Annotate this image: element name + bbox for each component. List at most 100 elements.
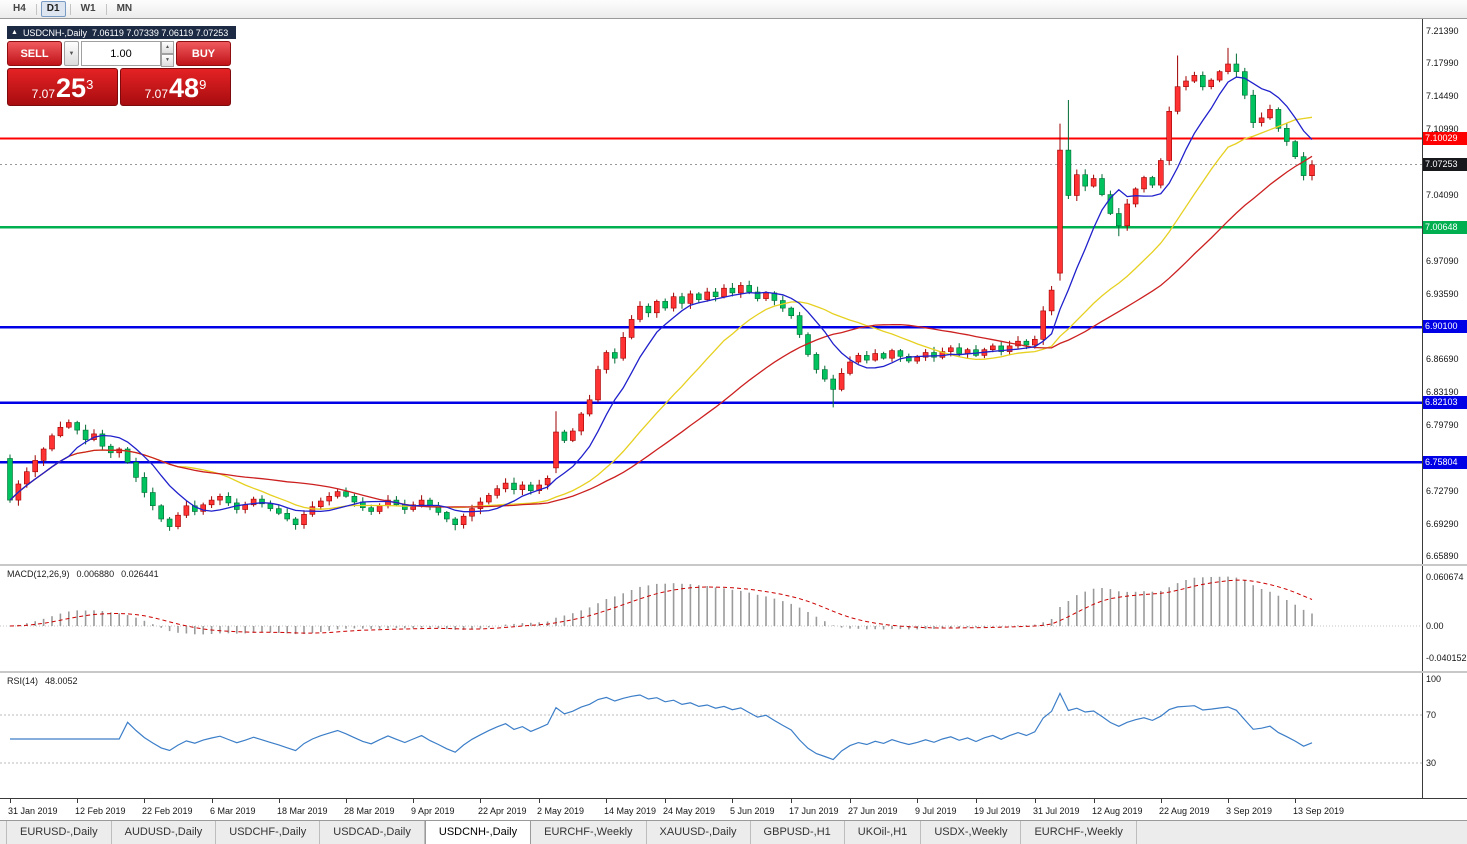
toolbar-separator (35, 3, 37, 15)
tab-eurchf-weekly[interactable]: EURCHF-,Weekly (1021, 821, 1137, 844)
rsi-line (10, 692, 1313, 761)
time-axis-tick (665, 799, 666, 803)
main-chart-canvas[interactable] (0, 19, 1422, 564)
time-axis-label: 13 Sep 2019 (1293, 806, 1345, 816)
time-axis-label: 27 Jun 2019 (848, 806, 898, 816)
time-axis-tick (917, 799, 918, 803)
macd-value-signal: 0.026441 (121, 569, 159, 579)
toolbar-separator (69, 3, 71, 15)
buy-pips: 48 (169, 73, 200, 103)
tab-usdcnh-daily[interactable]: USDCNH-,Daily (424, 821, 532, 844)
time-axis-label: 2 May 2019 (537, 806, 585, 816)
time-axis-tick (1094, 799, 1095, 803)
buy-button[interactable]: BUY (176, 41, 231, 66)
time-axis-tick (606, 799, 607, 803)
chart-title-bar: ▲ USDCNH-,Daily 7.06119 7.07339 7.06119 … (7, 26, 237, 39)
tab-ukoil-h1[interactable]: UKOil-,H1 (845, 821, 922, 844)
time-axis-tick (1295, 799, 1296, 803)
price-axis-label: 7.14490 (1426, 91, 1459, 101)
rsi-axis-label: 30 (1426, 758, 1437, 768)
buy-price-display[interactable]: 7.07 48 9 (120, 68, 231, 106)
tab-audusd-daily[interactable]: AUDUSD-,Daily (112, 821, 217, 844)
rsi-indicator-pane[interactable]: 100 70 30 RSI(14) 48.0052 (0, 671, 1467, 798)
time-axis-tick (976, 799, 977, 803)
time-axis-tick (791, 799, 792, 803)
macd-axis-label: 0.00 (1426, 621, 1444, 631)
price-axis[interactable]: 7.21390 7.17990 7.14490 7.10990 7.04090 6.970… (1422, 19, 1467, 564)
sell-big-figure: 7.07 (31, 87, 56, 101)
price-axis-label: 7.17990 (1426, 58, 1459, 68)
time-axis-label: 22 Feb 2019 (142, 806, 193, 816)
time-axis-tick (144, 799, 145, 803)
trade-options-dropdown[interactable]: ▼ (64, 41, 79, 66)
time-axis-label: 14 May 2019 (604, 806, 657, 816)
lot-spinner: ▲ ▼ (161, 41, 174, 67)
timeframe-toolbar: H4 D1 W1 MN (0, 0, 1467, 19)
price-axis-label: 6.86690 (1426, 354, 1459, 364)
time-axis-label: 9 Jul 2019 (915, 806, 957, 816)
rsi-label: RSI(14) 48.0052 (7, 676, 78, 686)
macd-axis[interactable]: 0.060674 0.00 -0.040152 (1422, 566, 1467, 671)
timeframe-h4-button[interactable]: H4 (7, 1, 32, 17)
main-chart-pane[interactable]: 7.21390 7.17990 7.14490 7.10990 7.04090 6.970… (0, 19, 1467, 564)
time-axis-tick (413, 799, 414, 803)
chart-ohlc-values: 7.06119 7.07339 7.06119 7.07253 (91, 27, 229, 38)
price-axis-label: 7.10990 (1426, 124, 1459, 134)
sell-price-display[interactable]: 7.07 25 3 (7, 68, 118, 106)
chart-symbol-period: USDCNH-,Daily (22, 27, 87, 38)
time-axis-tick (480, 799, 481, 803)
lot-size-group: ▲ ▼ (81, 41, 174, 67)
time-axis-tick (1228, 799, 1229, 803)
time-axis-label: 17 Jun 2019 (789, 806, 839, 816)
time-axis-label: 19 Jul 2019 (974, 806, 1021, 816)
sell-pipette: 3 (86, 77, 94, 92)
tab-xauusd-daily[interactable]: XAUUSD-,Daily (647, 821, 751, 844)
macd-histogram (17, 576, 1313, 635)
time-axis[interactable]: 31 Jan 2019 12 Feb 2019 22 Feb 2019 6 Mar 2… (0, 798, 1467, 820)
price-axis-label: 7.21390 (1426, 26, 1459, 36)
lot-increase-button[interactable]: ▲ (161, 41, 174, 54)
level-price-tag: 6.90100 (1423, 320, 1467, 333)
tab-usdcad-daily[interactable]: USDCAD-,Daily (320, 821, 425, 844)
timeframe-mn-button[interactable]: MN (111, 1, 139, 17)
tab-usdchf-daily[interactable]: USDCHF-,Daily (216, 821, 321, 844)
rsi-axis-label: 100 (1426, 674, 1442, 684)
price-axis-label: 6.72790 (1426, 486, 1459, 496)
time-axis-label: 22 Aug 2019 (1159, 806, 1210, 816)
sell-pips: 25 (56, 73, 87, 103)
time-axis-label: 31 Jul 2019 (1033, 806, 1080, 816)
collapse-panel-icon[interactable]: ▲ (11, 29, 18, 36)
ma-21-line (9, 116, 1313, 510)
buy-pipette: 9 (199, 77, 207, 92)
ma-8-line (9, 76, 1313, 513)
time-axis-label: 31 Jan 2019 (8, 806, 58, 816)
rsi-axis-label: 70 (1426, 710, 1437, 720)
rsi-value: 48.0052 (45, 676, 78, 686)
chevron-down-icon: ▼ (68, 50, 75, 57)
lot-size-input[interactable] (81, 41, 161, 66)
price-axis-label: 6.65890 (1426, 551, 1459, 561)
time-axis-tick (850, 799, 851, 803)
time-axis-tick (539, 799, 540, 803)
ma-34-line (9, 155, 1313, 508)
tab-eurusd-daily[interactable]: EURUSD-,Daily (6, 821, 112, 844)
timeframe-w1-button[interactable]: W1 (75, 1, 102, 17)
level-price-tag: 7.10029 (1423, 132, 1467, 145)
price-axis-label: 6.97090 (1426, 256, 1459, 266)
tab-eurchf-weekly[interactable]: EURCHF-,Weekly (531, 821, 647, 844)
macd-axis-label: -0.040152 (1426, 653, 1467, 663)
rsi-axis[interactable]: 100 70 30 (1422, 673, 1467, 798)
timeframe-d1-button[interactable]: D1 (40, 1, 66, 17)
time-axis-tick (1035, 799, 1036, 803)
macd-signal-line (9, 579, 1313, 634)
time-axis-tick (212, 799, 213, 803)
time-axis-tick (279, 799, 280, 803)
tab-usdx-weekly[interactable]: USDX-,Weekly (921, 821, 1022, 844)
macd-indicator-pane[interactable]: 0.060674 0.00 -0.040152 MACD(12,26,9) 0.00… (0, 564, 1467, 671)
price-axis-label: 6.79790 (1426, 420, 1459, 430)
price-axis-label: 6.93590 (1426, 289, 1459, 299)
price-axis-label: 7.04090 (1426, 190, 1459, 200)
lot-decrease-button[interactable]: ▼ (161, 54, 174, 67)
tab-gbpusd-h1[interactable]: GBPUSD-,H1 (751, 821, 845, 844)
sell-button[interactable]: SELL (7, 41, 62, 66)
